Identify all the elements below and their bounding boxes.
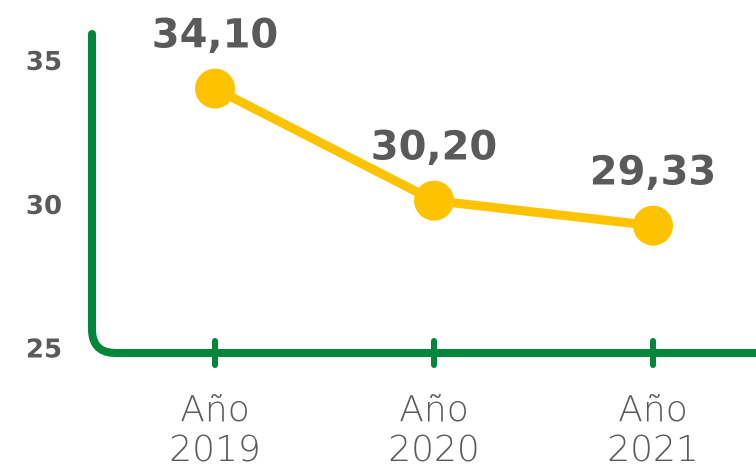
value-label: 30,20	[371, 124, 498, 170]
axis	[88, 30, 756, 357]
y-tick-label: 25	[26, 335, 62, 365]
value-label: 29,33	[590, 149, 717, 195]
y-tick-label: 30	[26, 191, 62, 221]
point	[195, 68, 235, 109]
point	[414, 180, 454, 221]
point	[633, 205, 673, 246]
x-tick-label: Año 2021	[607, 389, 699, 470]
x-tick-label: Año 2019	[169, 389, 261, 470]
value-label: 34,10	[152, 12, 279, 58]
x-tick-label: Año 2020	[388, 389, 480, 470]
y-tick-label: 35	[26, 47, 62, 77]
